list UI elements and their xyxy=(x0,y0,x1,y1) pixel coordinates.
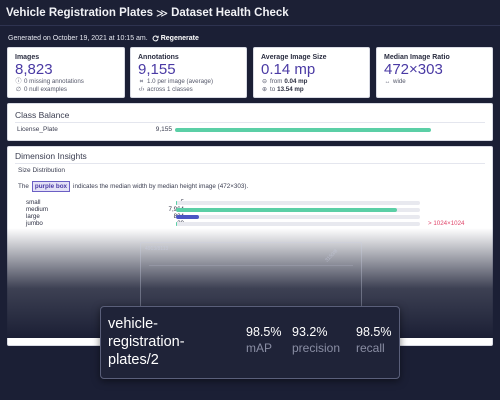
stat-sub: 1.0 per image (average) xyxy=(147,78,214,85)
stat-value: 472×303 xyxy=(384,61,443,78)
metric-label: recall xyxy=(356,341,385,355)
metric-label: precision xyxy=(292,341,341,355)
class-balance-card: Class Balance License_Plate 9,155 xyxy=(7,103,493,141)
page-header: Vehicle Registration Plates ≫ Dataset He… xyxy=(0,0,500,26)
median-ratio-stat-card: Median Image Ratio 472×303 ↔ wide xyxy=(376,47,493,98)
stat-label: Annotations xyxy=(138,54,179,61)
map-metric: 98.5% mAP xyxy=(246,325,306,357)
stat-sub-value: 13.54 mp xyxy=(277,86,304,93)
avg-image-size-stat-card: Average Image Size 0.14 mp ⊖ from 0.04 mp … xyxy=(253,47,370,98)
dimension-description: The purple box indicates the median widt… xyxy=(18,181,248,192)
size-bar-track xyxy=(176,215,420,219)
description-prefix: The xyxy=(18,183,29,190)
stat-label: Images xyxy=(15,54,40,61)
size-distribution-title: Size Distribution xyxy=(18,167,65,174)
stat-value: 0.14 mp xyxy=(261,61,316,78)
divider xyxy=(15,163,485,164)
breadcrumb-separator: ≫ xyxy=(156,7,169,20)
images-stat-card: Images 8,823 ⓘ 0 missing annotations ∅ 0 n… xyxy=(7,47,125,98)
stat-sub-prefix: to xyxy=(270,86,276,93)
annotation-icon: ⌗ xyxy=(139,79,144,85)
size-bar-fill xyxy=(176,215,200,219)
stat-sub-prefix: from xyxy=(270,78,283,85)
stat-sub: wide xyxy=(393,78,406,85)
ghost-label-right: 3150/8 xyxy=(323,248,339,264)
zoom-in-icon: ⊕ xyxy=(261,87,268,93)
size-bar-track xyxy=(176,208,420,212)
refresh-icon xyxy=(152,35,159,41)
size-row-medium[interactable]: medium7,964 xyxy=(26,206,446,214)
model-name: vehicle-registration-plates/2 xyxy=(108,316,185,368)
size-bar-fill xyxy=(176,222,177,226)
stat-sub: 0 missing annotations xyxy=(24,78,84,85)
metric-value: 93.2% xyxy=(292,325,328,339)
null-icon: ∅ xyxy=(15,87,22,93)
stat-sub: 0 null examples xyxy=(24,86,67,93)
size-label: small xyxy=(26,199,41,206)
size-label: jumbo xyxy=(26,220,43,227)
size-label: large xyxy=(26,213,40,220)
ghost-label-left: 4913/8113 xyxy=(145,246,169,252)
code-icon: ‹/› xyxy=(138,87,145,93)
class-bar-fill xyxy=(175,128,431,132)
class-balance-title: Class Balance xyxy=(15,110,70,120)
width-icon: ↔ xyxy=(384,79,391,85)
size-bar-fill xyxy=(176,201,177,205)
precision-metric: 93.2% precision xyxy=(292,325,352,357)
regenerate-button[interactable]: Regenerate xyxy=(152,35,199,42)
size-bar-fill xyxy=(176,208,397,212)
class-count: 9,155 xyxy=(155,126,172,133)
metric-value: 98.5% xyxy=(356,325,392,339)
stat-value: 9,155 xyxy=(138,61,176,78)
page-title: Dataset Health Check xyxy=(171,6,289,19)
purple-box-highlight: purple box xyxy=(31,181,71,192)
zoom-out-icon: ⊖ xyxy=(261,79,268,85)
generated-timestamp: Generated on October 19, 2021 at 10:15 a… xyxy=(8,34,148,42)
dimension-insights-title: Dimension Insights xyxy=(15,151,87,161)
model-summary-card[interactable]: vehicle-registration-plates/2 98.5% mAP … xyxy=(100,306,400,379)
info-icon: ⓘ xyxy=(15,79,22,85)
stat-value: 8,823 xyxy=(15,61,53,78)
divider xyxy=(15,122,485,123)
size-label: medium xyxy=(26,206,49,213)
stat-sub-value: 0.04 mp xyxy=(284,78,308,85)
recall-metric: 98.5% recall xyxy=(356,325,416,357)
size-bar-track xyxy=(176,222,420,226)
size-row-jumbo[interactable]: jumbo20 xyxy=(26,220,446,228)
description-suffix: indicates the median width by median hei… xyxy=(73,183,249,190)
ghost-line xyxy=(149,265,353,266)
metric-value: 98.5% xyxy=(246,325,282,339)
metric-label: mAP xyxy=(246,341,273,355)
size-bar-track xyxy=(176,201,420,205)
regenerate-label: Regenerate xyxy=(160,34,199,42)
generated-bar: Generated on October 19, 2021 at 10:15 a… xyxy=(0,31,500,45)
annotations-stat-card: Annotations 9,155 ⌗ 1.0 per image (averag… xyxy=(130,47,247,98)
size-row-large[interactable]: large834 xyxy=(26,213,446,221)
project-title[interactable]: Vehicle Registration Plates xyxy=(6,6,154,19)
jumbo-size-note: > 1024×1024 xyxy=(428,220,465,227)
stat-label: Average Image Size xyxy=(261,54,327,61)
stat-sub: across 1 classes xyxy=(147,86,193,93)
class-name[interactable]: License_Plate xyxy=(17,126,58,133)
size-row-small[interactable]: small5 xyxy=(26,199,446,207)
stat-label: Median Image Ratio xyxy=(384,54,450,61)
class-bar-track xyxy=(175,128,431,132)
